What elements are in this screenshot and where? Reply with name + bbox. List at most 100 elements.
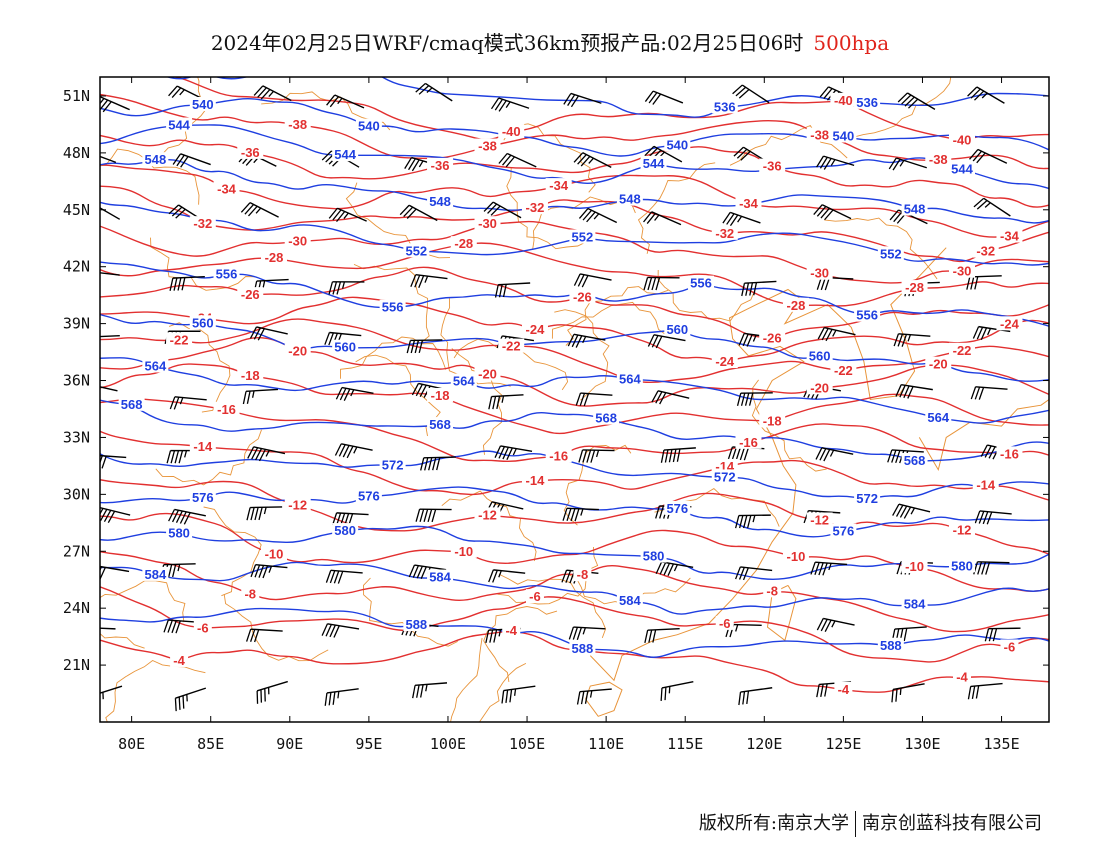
temperature-contour [100, 550, 1049, 633]
wind-barb [967, 86, 1005, 104]
wind-barb [410, 274, 448, 288]
map-frame [99, 76, 1050, 723]
temperature-contour-label: -16 [739, 435, 758, 450]
height-contour-label: 568 [121, 397, 143, 412]
temperature-contour-label: -16 [1000, 446, 1019, 461]
lat-tick-label: 42N [63, 258, 90, 276]
wind-barb [578, 449, 615, 463]
temperature-contour-label: -16 [217, 402, 236, 417]
height-contour-label: 580 [334, 523, 356, 538]
temperature-contour-label: -8 [577, 567, 589, 582]
temperature-contour-label-bg [284, 497, 311, 512]
height-contour-label: 584 [619, 593, 641, 608]
wind-barb [643, 276, 680, 291]
temperature-contour-label: -4 [838, 682, 850, 697]
height-contour-label-bg [189, 315, 216, 330]
wind-barb [887, 449, 924, 464]
temperature-contour-label: -18 [431, 388, 450, 403]
height-contour [100, 486, 1049, 538]
temperature-contour [100, 134, 1049, 208]
height-contour-label: 584 [429, 570, 451, 585]
height-contour-label-bg [379, 457, 406, 472]
height-contour-label-bg [616, 191, 643, 206]
lat-tick-label: 33N [63, 428, 90, 446]
temperature-contour-label-bg [1000, 639, 1019, 654]
wind-barb [984, 627, 1021, 642]
temperature-contour-label-bg [806, 380, 833, 395]
temperature-contour-label: -28 [265, 250, 284, 265]
wind-barb [490, 97, 530, 112]
height-contour-label-bg [664, 500, 691, 515]
temperature-contour-label-bg [450, 236, 477, 251]
temperature-contour-label-bg [521, 473, 548, 488]
temperature-contour-label-bg [759, 330, 786, 345]
temperature-contour-label: -14 [193, 439, 213, 454]
wind-barb [415, 508, 452, 523]
height-contour-label-bg [593, 410, 620, 425]
admin-boundary [483, 606, 558, 682]
wind-barb [816, 617, 855, 633]
temperature-contour-label: -10 [454, 544, 473, 559]
temperature-contour-label: -6 [719, 616, 731, 631]
wind-barb [816, 155, 855, 170]
temperature-contour-label: -14 [526, 473, 546, 488]
temperature-contour-label: -32 [526, 200, 545, 215]
lon-tick-label: 95E [355, 735, 382, 753]
height-contour-label: 576 [833, 523, 855, 538]
temperature-contour-label: -34 [549, 178, 569, 193]
wind-barb [174, 687, 207, 712]
lon-tick-label: 80E [118, 735, 145, 753]
wind-barb [732, 84, 770, 104]
height-contour-label: 552 [572, 229, 594, 244]
temperature-contour-label-bg [498, 124, 525, 139]
temperature-contour-label: -38 [478, 139, 497, 154]
height-contour-label-bg [569, 229, 596, 244]
wind-barb [817, 326, 856, 342]
height-contour-label: 536 [714, 99, 736, 114]
temperature-contour-label: -12 [953, 522, 972, 537]
wind-barb [972, 325, 1011, 340]
height-contour-label-bg [830, 523, 857, 538]
height-contour-label-bg [332, 523, 359, 538]
height-contour-label-bg [664, 321, 691, 336]
temperature-contour [100, 631, 1049, 693]
wind-barb [253, 85, 292, 102]
height-contour [100, 561, 1049, 615]
temperature-contour [100, 586, 1049, 663]
lon-tick-label: 135E [983, 735, 1019, 753]
wind-barb [169, 275, 205, 291]
wind-barb [250, 563, 288, 579]
temperature-contour [100, 220, 1049, 284]
temperature-contour-label: -20 [810, 380, 829, 395]
height-contour-label: 548 [145, 152, 167, 167]
temperature-contour-label: -34 [217, 181, 237, 196]
height-contour-label-bg [213, 266, 240, 281]
height-contour-label: 540 [192, 97, 214, 112]
height-contour-label: 560 [192, 315, 214, 330]
temperature-contour-label: -36 [431, 158, 450, 173]
height-contour-label-bg [355, 118, 382, 133]
wind-barb [172, 153, 211, 168]
wind-barb [324, 688, 359, 706]
height-contour-label: 544 [951, 161, 973, 176]
height-contour-label: 572 [382, 458, 404, 473]
temperature-contour-label-bg [260, 250, 287, 265]
height-contour-label: 560 [809, 348, 831, 363]
admin-boundary [155, 77, 208, 164]
wind-barb [644, 90, 684, 105]
wind-barb [563, 92, 602, 108]
height-contour-label: 544 [334, 147, 356, 162]
temperature-contour-label-bg [573, 567, 592, 582]
height-contour-label-bg [925, 410, 952, 425]
temperature-contour-label-bg [237, 144, 264, 159]
admin-boundary [637, 162, 716, 254]
wind-barb [973, 197, 1011, 217]
admin-boundary [451, 348, 503, 455]
temperature-contour-label: -32 [193, 216, 212, 231]
temperature-contour-label: -24 [1000, 316, 1020, 331]
temperature-contour-label-bg [763, 583, 782, 598]
temperature-contour [100, 296, 1049, 362]
lat-tick-label: 48N [63, 144, 90, 162]
height-contour-label-bg [166, 117, 193, 132]
temperature-contour-label-bg [901, 280, 928, 295]
